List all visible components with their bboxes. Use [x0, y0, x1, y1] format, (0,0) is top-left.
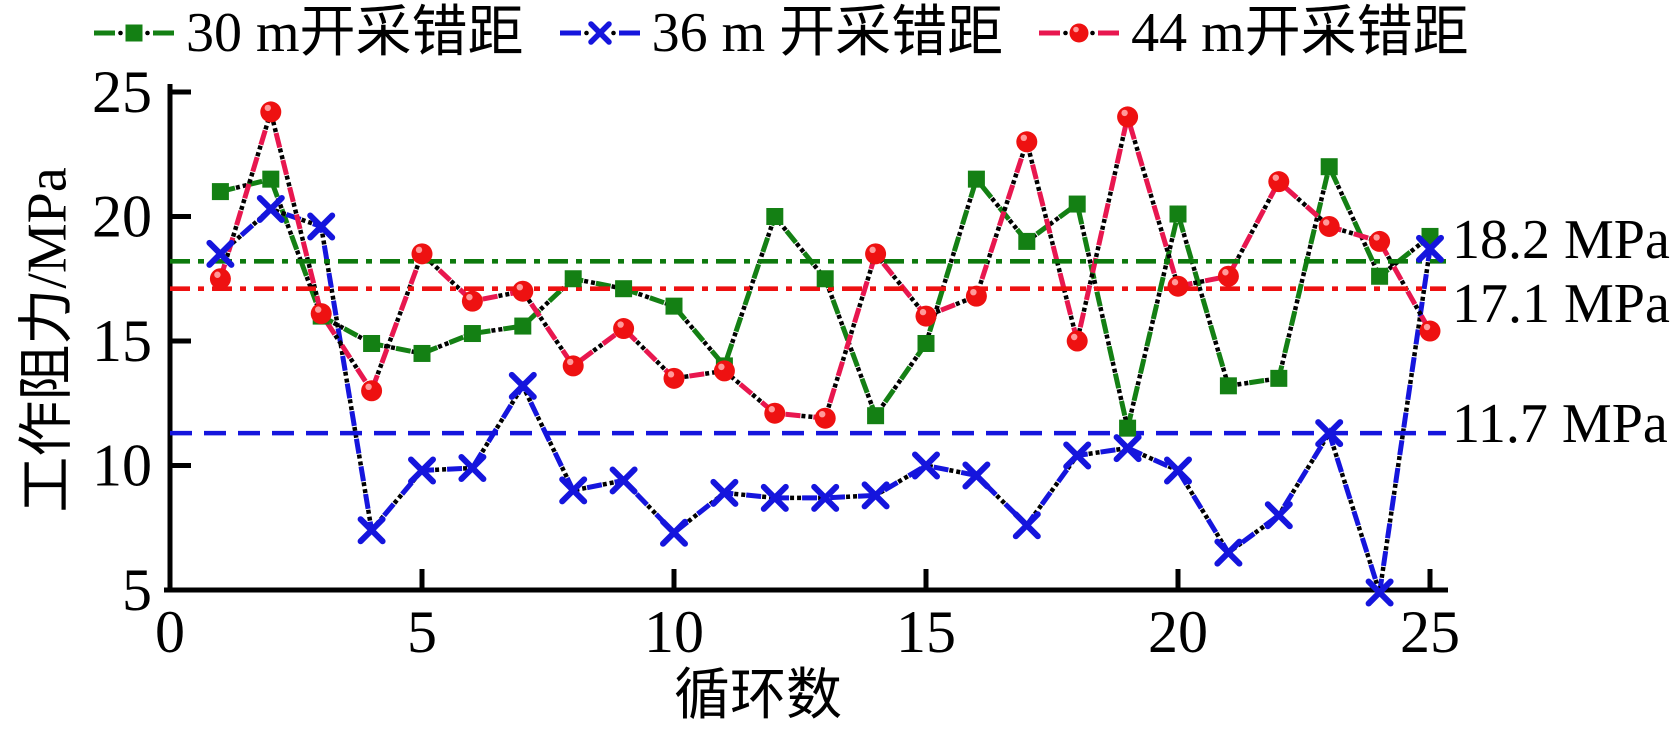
legend-sample-circle-icon [1039, 23, 1120, 43]
series-markers-1 [206, 195, 1444, 607]
svg-text:5: 5 [122, 557, 152, 623]
series-line-0 [219, 159, 1432, 429]
legend-item-30m: 30 m开采错距 [92, 0, 524, 66]
svg-text:15: 15 [92, 308, 152, 374]
svg-text:25: 25 [92, 59, 152, 125]
svg-text:0: 0 [155, 599, 185, 665]
series-lines [218, 102, 1433, 594]
legend-item-44m: 44 m开采错距 [1037, 0, 1469, 66]
svg-text:20: 20 [92, 184, 152, 250]
svg-text:10: 10 [644, 599, 704, 665]
series-line-1 [218, 206, 1433, 594]
svg-text:10: 10 [92, 433, 152, 499]
legend-label-36m: 36 m 开采错距 [651, 2, 1004, 64]
svg-text:15: 15 [896, 599, 956, 665]
svg-text:20: 20 [1148, 599, 1208, 665]
series-markers-0 [211, 158, 1439, 437]
legend-item-36m: 36 m 开采错距 [558, 0, 1004, 66]
reference-lines [170, 259, 1446, 436]
series-line-2 [218, 102, 1433, 421]
y-axis-title: 工作阻力/MPa [16, 167, 79, 513]
legend-label-30m: 30 m开采错距 [186, 2, 524, 64]
legend: 30 m开采错距 36 m 开采错距 44 m开采错距 [92, 0, 1469, 66]
ref-line-label-18-2: 18.2 MPa [1452, 209, 1670, 272]
legend-label-44m: 44 m开采错距 [1131, 2, 1469, 64]
series-markers-2 [209, 101, 1441, 429]
legend-sample-x-icon [559, 21, 640, 45]
ref-line-label-11-7: 11.7 MPa [1452, 393, 1668, 456]
svg-text:5: 5 [407, 599, 437, 665]
x-axis-title: 循环数 [674, 665, 842, 727]
svg-text:25: 25 [1400, 599, 1460, 665]
series-markers [206, 101, 1444, 607]
legend-sample-square-icon [94, 24, 174, 42]
ref-line-label-17-1: 17.1 MPa [1452, 272, 1670, 335]
